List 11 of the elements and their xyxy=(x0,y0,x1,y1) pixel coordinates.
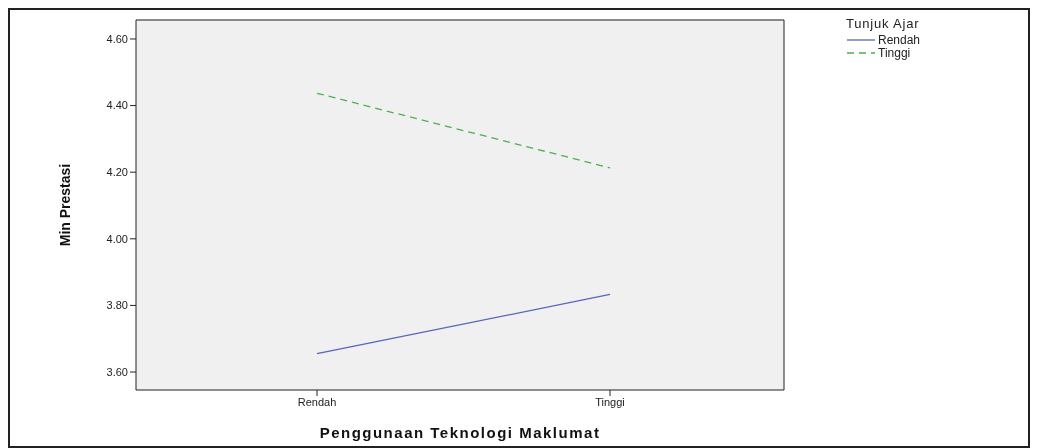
y-axis-title: Min Prestasi xyxy=(56,163,73,247)
y-tick-label: 4.60 xyxy=(106,32,128,45)
legend-label: Tinggi xyxy=(878,45,911,60)
y-tick-label: 3.80 xyxy=(106,299,128,312)
legend-label: Rendah xyxy=(878,32,921,47)
y-tick-label: 4.20 xyxy=(106,166,128,179)
legend-title: Tunjuk Ajar xyxy=(846,16,921,31)
y-tick-label: 4.40 xyxy=(106,99,128,112)
y-tick-label: 3.60 xyxy=(106,365,128,378)
x-axis-title: Penggunaan Teknologi Maklumat xyxy=(319,424,601,441)
y-tick-label: 4.00 xyxy=(106,232,128,245)
